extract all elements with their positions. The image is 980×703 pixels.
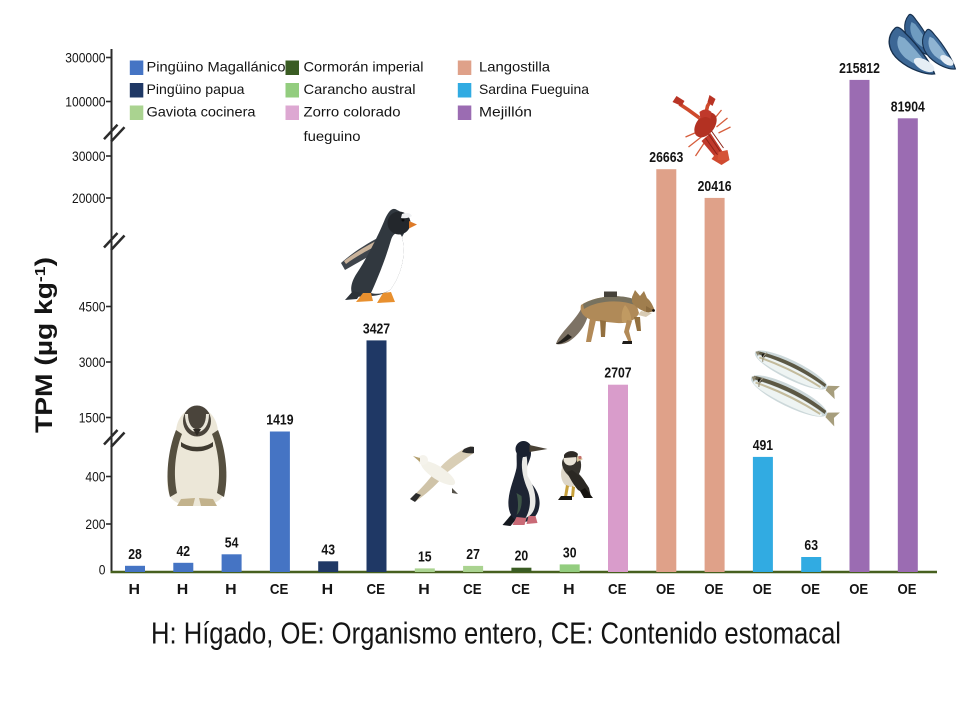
svg-text:H: H	[129, 581, 141, 598]
svg-text:30: 30	[563, 544, 577, 561]
svg-text:20: 20	[515, 548, 529, 565]
svg-text:1419: 1419	[266, 412, 293, 429]
svg-text:TPM (µg kg-1): TPM (µg kg-1)	[31, 257, 58, 433]
svg-text:3427: 3427	[363, 320, 390, 337]
svg-text:H: H	[418, 581, 430, 598]
svg-text:26663: 26663	[649, 149, 683, 166]
svg-text:300000: 300000	[65, 51, 105, 66]
svg-text:81904: 81904	[891, 98, 926, 115]
svg-text:OE: OE	[704, 581, 723, 598]
svg-text:1500: 1500	[79, 411, 106, 426]
svg-text:15: 15	[418, 548, 432, 565]
svg-text:200: 200	[85, 517, 105, 532]
svg-text:400: 400	[85, 470, 105, 485]
svg-text:28: 28	[128, 546, 142, 563]
svg-text:3000: 3000	[79, 355, 106, 370]
svg-text:H: H	[225, 581, 237, 598]
svg-text:0: 0	[99, 563, 106, 578]
svg-text:Langostilla: Langostilla	[479, 59, 550, 75]
svg-text:Pingüino Magallánico: Pingüino Magallánico	[147, 59, 286, 75]
svg-text:Mejillón: Mejillón	[479, 104, 532, 120]
svg-text:H: H	[177, 581, 189, 598]
svg-text:30000: 30000	[72, 149, 106, 164]
svg-text:215812: 215812	[839, 60, 880, 77]
svg-text:20416: 20416	[698, 178, 732, 195]
svg-text:OE: OE	[801, 581, 820, 598]
svg-text:42: 42	[177, 543, 191, 560]
svg-text:H: H	[563, 581, 575, 598]
svg-text:20000: 20000	[72, 191, 106, 206]
svg-text:CE: CE	[608, 581, 627, 598]
svg-text:Sardina Fueguina: Sardina Fueguina	[479, 81, 589, 97]
svg-text:H: H	[322, 581, 334, 598]
svg-text:OE: OE	[849, 581, 868, 598]
svg-text:2707: 2707	[604, 365, 631, 382]
svg-text:Pingüino papua: Pingüino papua	[147, 81, 245, 97]
svg-text:H: Hígado, OE: Organismo enter: H: Hígado, OE: Organismo entero, CE: Con…	[151, 617, 841, 651]
svg-text:CE: CE	[367, 581, 386, 598]
svg-text:CE: CE	[463, 581, 482, 598]
svg-text:OE: OE	[753, 581, 772, 598]
svg-text:CE: CE	[270, 581, 289, 598]
svg-text:fueguino: fueguino	[304, 128, 361, 144]
svg-text:100000: 100000	[65, 95, 105, 110]
svg-text:Gaviota cocinera: Gaviota cocinera	[147, 104, 256, 120]
svg-text:43: 43	[321, 541, 335, 558]
svg-text:54: 54	[225, 534, 239, 551]
svg-text:63: 63	[804, 537, 818, 554]
svg-text:OE: OE	[656, 581, 675, 598]
svg-text:Zorro colorado: Zorro colorado	[304, 104, 401, 120]
svg-text:Cormorán imperial: Cormorán imperial	[304, 59, 424, 75]
svg-text:OE: OE	[898, 581, 917, 598]
svg-text:491: 491	[753, 437, 773, 454]
svg-text:CE: CE	[511, 581, 530, 598]
svg-text:Carancho austral: Carancho austral	[304, 81, 416, 97]
svg-text:27: 27	[466, 546, 480, 563]
svg-text:4500: 4500	[79, 300, 106, 315]
